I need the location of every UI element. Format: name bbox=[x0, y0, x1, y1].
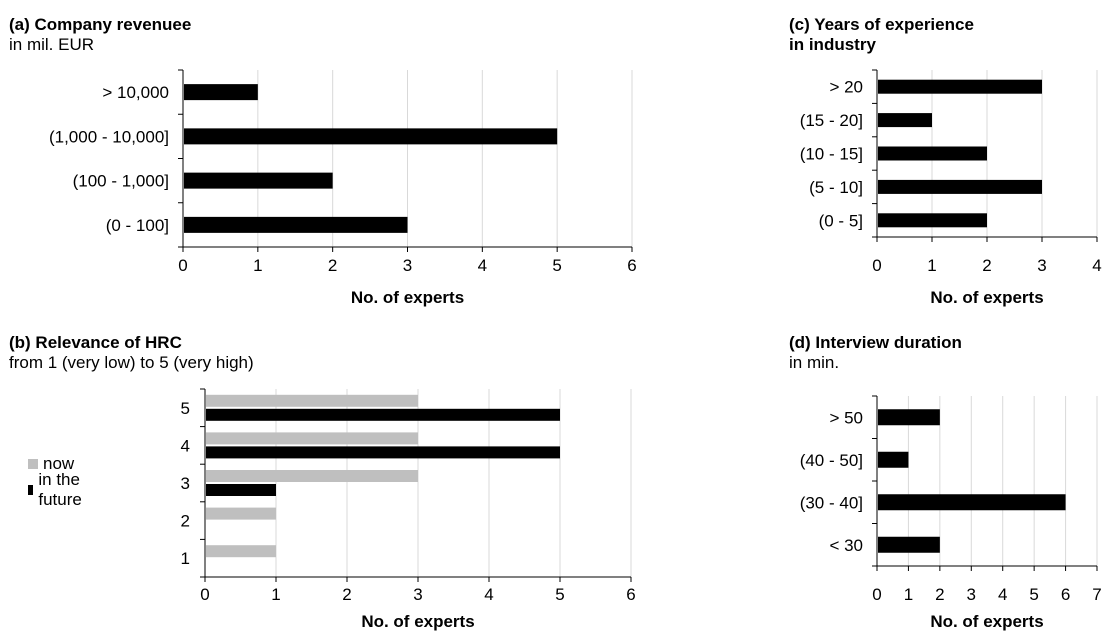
chart-d-x-tick-label: 3 bbox=[967, 585, 976, 604]
legend-label-now: now bbox=[43, 454, 75, 473]
chart-b-x-tick-label: 5 bbox=[555, 585, 564, 604]
chart-a-x-tick-label: 5 bbox=[552, 256, 561, 275]
chart-a-bar bbox=[184, 216, 408, 233]
chart-c-x-tick-label: 1 bbox=[927, 256, 936, 275]
chart-a-category-label: > 10,000 bbox=[102, 83, 169, 102]
chart-b-legend: now in the future bbox=[28, 451, 86, 509]
chart-b-bar bbox=[206, 432, 418, 445]
chart-b-bar bbox=[206, 484, 276, 496]
chart-c-title: (c) Years of experience bbox=[789, 15, 974, 34]
legend-item-future: in the future bbox=[28, 470, 86, 509]
chart-b-x-tick-label: 1 bbox=[271, 585, 280, 604]
legend-swatch-future bbox=[28, 485, 34, 495]
chart-a-bar bbox=[184, 172, 333, 189]
chart-b-bar bbox=[206, 507, 276, 520]
chart-d-x-tick-label: 1 bbox=[904, 585, 913, 604]
chart-b-bar bbox=[206, 545, 276, 558]
chart-d-x-tick-label: 7 bbox=[1092, 585, 1101, 604]
chart-d-category-label: < 30 bbox=[829, 536, 863, 555]
chart-c-category-label: (15 - 20] bbox=[800, 111, 863, 130]
chart-b-category-label: 4 bbox=[181, 436, 190, 455]
chart-c-x-axis-title: No. of experts bbox=[930, 288, 1043, 307]
chart-a-subtitle: in mil. EUR bbox=[9, 35, 95, 54]
legend-swatch-now bbox=[28, 459, 38, 469]
chart-c-x-tick-label: 3 bbox=[1037, 256, 1046, 275]
chart-c-bar bbox=[878, 146, 987, 161]
chart-d-x-tick-label: 0 bbox=[872, 585, 881, 604]
chart-d-x-tick-label: 5 bbox=[1029, 585, 1038, 604]
chart-d-bar bbox=[878, 409, 940, 426]
chart-b-title: (b) Relevance of HRC bbox=[9, 333, 182, 352]
chart-d-bar bbox=[878, 451, 909, 468]
chart-c-category-label: > 20 bbox=[829, 78, 863, 97]
chart-c-category-label: (0 - 5] bbox=[819, 211, 863, 230]
chart-a-title: (a) Company revenuee bbox=[9, 15, 192, 34]
legend-item-now: now bbox=[28, 451, 86, 477]
chart-b-x-axis-title: No. of experts bbox=[361, 612, 474, 631]
chart-c-bar bbox=[878, 79, 1042, 94]
chart-c-category-label: (5 - 10] bbox=[809, 178, 863, 197]
chart-b-bar bbox=[206, 446, 560, 459]
chart-c-category-label: (10 - 15] bbox=[800, 145, 863, 164]
chart-d-bar bbox=[878, 536, 940, 553]
chart-a-category-label: (100 - 1,000] bbox=[73, 172, 169, 191]
chart-b-bar bbox=[206, 470, 418, 482]
chart-b-x-tick-label: 3 bbox=[413, 585, 422, 604]
chart-b-x-tick-label: 6 bbox=[626, 585, 635, 604]
chart-d-category-label: > 50 bbox=[829, 408, 863, 427]
chart-a-x-tick-label: 2 bbox=[328, 256, 337, 275]
chart-c-x-tick-label: 0 bbox=[872, 256, 881, 275]
chart-b-bar bbox=[206, 408, 560, 421]
chart-d-bar bbox=[878, 494, 1066, 511]
chart-a-x-tick-label: 6 bbox=[627, 256, 636, 275]
chart-a-category-label: (0 - 100] bbox=[106, 216, 169, 235]
chart-a-x-tick-label: 0 bbox=[178, 256, 187, 275]
chart-b-x-tick-label: 2 bbox=[342, 585, 351, 604]
chart-a-x-tick-label: 1 bbox=[253, 256, 262, 275]
chart-a-bar bbox=[184, 128, 558, 145]
chart-b-category-label: 2 bbox=[181, 512, 190, 531]
chart-a-x-axis-title: No. of experts bbox=[351, 288, 464, 307]
chart-b-subtitle: from 1 (very low) to 5 (very high) bbox=[9, 353, 254, 372]
chart-c-bar bbox=[878, 179, 1042, 194]
chart-c-bar bbox=[878, 113, 932, 128]
chart-a-category-label: (1,000 - 10,000] bbox=[49, 127, 169, 146]
chart-a-x-tick-label: 4 bbox=[478, 256, 487, 275]
chart-d-category-label: (40 - 50] bbox=[800, 451, 863, 470]
chart-c-x-tick-label: 4 bbox=[1092, 256, 1101, 275]
chart-c-bar bbox=[878, 213, 987, 228]
chart-b-category-label: 1 bbox=[181, 549, 190, 568]
chart-d-x-tick-label: 2 bbox=[935, 585, 944, 604]
chart-b-bar bbox=[206, 394, 418, 407]
chart-d-subtitle: in min. bbox=[789, 353, 840, 372]
chart-b-x-tick-label: 4 bbox=[484, 585, 493, 604]
chart-c-subtitle: in industry bbox=[789, 35, 876, 54]
chart-b-x-tick-label: 0 bbox=[200, 585, 209, 604]
chart-d-category-label: (30 - 40] bbox=[800, 493, 863, 512]
legend-label-future: in the future bbox=[38, 470, 82, 509]
chart-d-x-tick-label: 4 bbox=[998, 585, 1007, 604]
chart-b-category-label: 3 bbox=[181, 474, 190, 493]
chart-b-category-label: 5 bbox=[181, 399, 190, 418]
chart-d-x-axis-title: No. of experts bbox=[930, 612, 1043, 631]
chart-d-title: (d) Interview duration bbox=[789, 333, 962, 352]
chart-c-x-tick-label: 2 bbox=[982, 256, 991, 275]
chart-a-x-tick-label: 3 bbox=[403, 256, 412, 275]
chart-d-x-tick-label: 6 bbox=[1061, 585, 1070, 604]
chart-a-bar bbox=[184, 84, 258, 101]
